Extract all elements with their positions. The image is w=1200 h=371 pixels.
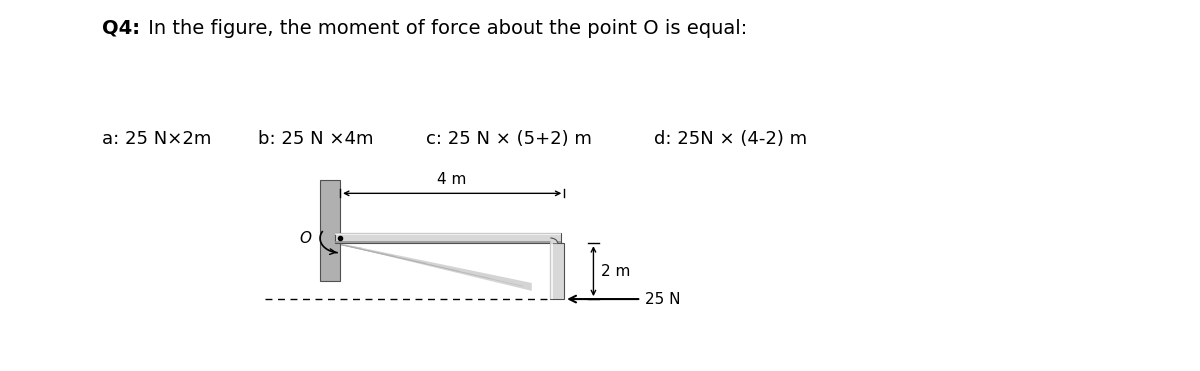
Bar [551, 243, 553, 299]
Bar [335, 242, 560, 243]
Bar [320, 180, 340, 280]
Text: 25 N: 25 N [644, 292, 680, 306]
Polygon shape [340, 243, 532, 291]
Text: In the figure, the moment of force about the point O is equal:: In the figure, the moment of force about… [142, 19, 746, 37]
Text: a: 25 N×2m: a: 25 N×2m [102, 130, 211, 148]
Bar [335, 233, 560, 235]
Bar [335, 233, 560, 243]
Bar [551, 243, 564, 299]
Text: d: 25N × (4-2) m: d: 25N × (4-2) m [654, 130, 808, 148]
Text: O: O [300, 231, 312, 246]
Wedge shape [551, 238, 558, 243]
Text: 2 m: 2 m [601, 264, 630, 279]
Text: 4 m: 4 m [438, 172, 467, 187]
Text: Q4:: Q4: [102, 19, 140, 37]
Text: c: 25 N × (5+2) m: c: 25 N × (5+2) m [426, 130, 592, 148]
Text: b: 25 N ×4m: b: 25 N ×4m [258, 130, 373, 148]
